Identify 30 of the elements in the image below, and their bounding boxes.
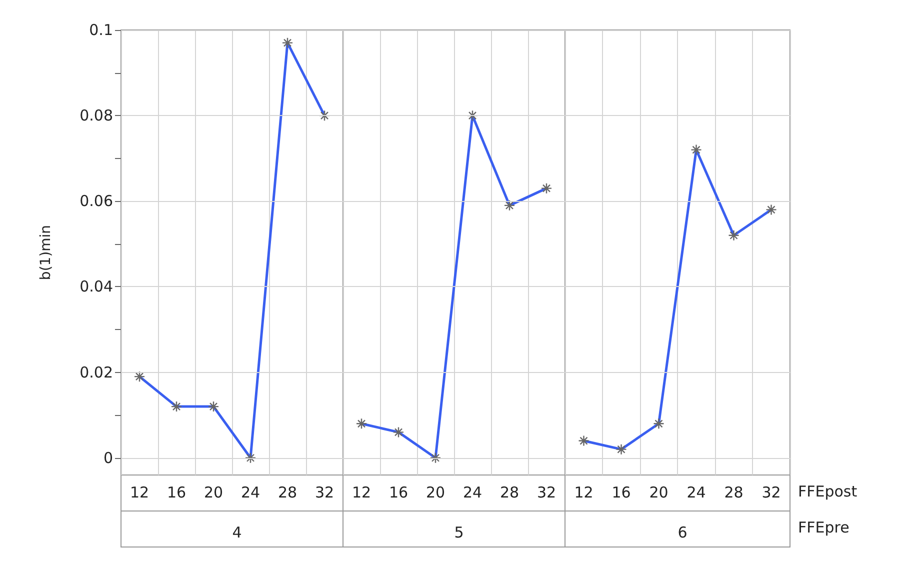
- y-tick-label: 0: [103, 448, 113, 467]
- y-axis-title: b(1)min: [38, 224, 54, 280]
- x-tick-label: 28: [278, 484, 298, 502]
- x-tick-label: 32: [762, 484, 781, 502]
- x-tick-label: 16: [388, 484, 408, 502]
- text: FFEpre: [798, 518, 850, 536]
- text: 5: [454, 524, 464, 542]
- y-tick-label: 0.02: [80, 363, 113, 382]
- x-tick-label: 24: [240, 484, 260, 502]
- y-tick-label: 0.04: [80, 278, 113, 296]
- text: 4: [232, 524, 242, 542]
- x-tick-label: 24: [462, 484, 482, 502]
- text: 6: [678, 524, 688, 542]
- x-tick-label: 28: [724, 484, 744, 502]
- x-tick-label: 12: [352, 484, 372, 502]
- x-tick-label: 24: [686, 484, 706, 502]
- x-tick-label: 12: [574, 484, 594, 502]
- x-axis-title: FFEpost: [798, 482, 858, 500]
- x-tick-label: 16: [166, 484, 186, 502]
- y-tick-label: 0.1: [89, 21, 113, 39]
- y-tick-label: 0.06: [80, 192, 113, 210]
- x-tick-label: 16: [612, 484, 631, 502]
- x-tick-label: 32: [314, 484, 334, 502]
- x-tick-label: 28: [500, 484, 520, 502]
- x-tick-label: 20: [204, 484, 224, 502]
- x-tick-label: 12: [130, 484, 150, 502]
- x-tick-label: 20: [426, 484, 446, 502]
- x-tick-label: 20: [649, 484, 668, 502]
- y-tick-label: 0.08: [80, 106, 113, 125]
- x-tick-label: 32: [536, 484, 556, 502]
